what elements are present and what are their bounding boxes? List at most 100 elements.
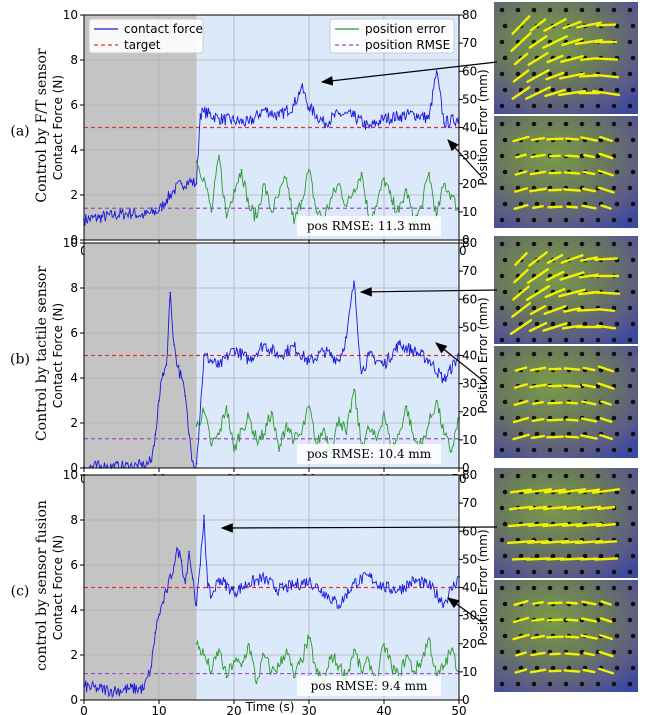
contact-force-point: [323, 591, 325, 593]
contact-force-point: [368, 354, 370, 357]
displacement-vector: [532, 401, 544, 405]
displacement-vector: [507, 522, 535, 528]
contact-force-point: [169, 291, 172, 294]
displacement-vector: [529, 187, 547, 193]
contact-force-point: [158, 209, 160, 212]
marker-dot: [531, 305, 537, 311]
y-right-tick-label: 20: [462, 177, 477, 191]
displacement-vector: [595, 23, 617, 27]
displacement-vector: [530, 434, 546, 440]
contact-force-point: [176, 548, 179, 551]
contact-force-point: [383, 586, 385, 589]
marker-dot: [611, 71, 617, 77]
marker-dot: [611, 7, 617, 13]
position-error-point: [398, 433, 400, 436]
marker-dot: [499, 447, 505, 453]
displacement-vector: [559, 557, 585, 561]
y-left-tick-label: 8: [70, 281, 78, 295]
position-error-point: [428, 422, 430, 424]
marker-dot: [499, 681, 505, 687]
displacement-vector: [576, 308, 602, 312]
marker-dot: [534, 321, 540, 327]
marker-dot: [547, 241, 553, 247]
marker-dot: [611, 617, 617, 623]
position-error-point: [443, 433, 445, 436]
contact-force-point: [383, 117, 385, 120]
marker-dot: [579, 681, 585, 687]
displacement-vector: [526, 69, 550, 83]
marker-dot: [579, 473, 585, 479]
legend-label-target: target: [124, 38, 161, 52]
marker-dot: [630, 87, 636, 93]
position-error-point: [398, 211, 400, 213]
marker-dot: [547, 305, 553, 311]
displacement-vector: [599, 433, 613, 441]
contact-force-point: [278, 588, 280, 591]
marker-dot: [614, 601, 620, 607]
displacement-vector: [542, 505, 568, 511]
contact-force-point: [173, 189, 175, 192]
rmse-box: [297, 676, 441, 696]
marker-dot: [515, 241, 521, 247]
position-error-point: [360, 171, 363, 174]
contact-force-point: [413, 579, 415, 582]
contact-force-point: [158, 613, 160, 616]
annotation-arrow: [435, 342, 487, 384]
displacement-vector: [529, 170, 547, 176]
y-right-tick-label: 60: [462, 524, 477, 538]
contact-force-point: [383, 363, 385, 366]
marker-dot: [627, 273, 633, 279]
marker-dot: [502, 489, 508, 495]
x-tick-label: 10: [151, 704, 166, 715]
y-right-tick-label: 30: [462, 149, 477, 163]
displacement-vector: [581, 600, 597, 606]
contact-force-point: [203, 354, 205, 357]
marker-dot: [547, 121, 553, 127]
marker-dot: [502, 289, 508, 295]
displacement-vector: [577, 488, 601, 494]
marker-dot: [563, 7, 569, 13]
marker-dot: [630, 201, 636, 207]
contact-force-point: [248, 359, 250, 361]
displacement-vector: [532, 601, 544, 605]
marker-dot: [518, 431, 524, 437]
contact-force-point: [368, 575, 370, 578]
y-right-tick-label: 80: [462, 8, 477, 22]
marker-dot: [515, 71, 521, 77]
marker-dot: [630, 321, 636, 327]
position-error-point: [210, 671, 213, 673]
marker-dot: [550, 87, 556, 93]
marker-dot: [563, 337, 569, 343]
position-error-point: [218, 154, 220, 157]
marker-dot: [595, 681, 601, 687]
contact-force-point: [293, 104, 295, 106]
contact-force-point: [278, 354, 280, 357]
rmse-label: pos RMSE: 11.3 mm: [307, 219, 432, 233]
marker-dot: [630, 367, 636, 373]
contact-force-point: [158, 399, 160, 402]
marker-dot: [579, 351, 585, 357]
rmse-box: [297, 216, 441, 236]
position-error-point: [300, 199, 303, 202]
displacement-vector: [545, 270, 565, 282]
contact-force-point: [165, 198, 168, 201]
position-error-point: [405, 654, 408, 656]
displacement-vector: [528, 35, 548, 49]
contact-force-point: [173, 564, 175, 566]
displacement-vector: [561, 522, 583, 528]
marker-dot: [515, 585, 521, 591]
displacement-vector: [511, 86, 531, 100]
displacement-vector: [581, 400, 597, 406]
marker-dot: [531, 585, 537, 591]
contact-force-point: [323, 350, 325, 352]
contact-force-point: [338, 604, 340, 607]
x-axis-label: Time (s): [245, 700, 295, 714]
annotation-arrow: [447, 139, 481, 176]
marker-dot: [595, 121, 601, 127]
marker-dot: [499, 569, 505, 575]
marker-dot: [515, 337, 521, 343]
position-error-point: [383, 410, 385, 413]
marker-dot: [611, 351, 617, 357]
position-error-point: [285, 422, 288, 424]
marker-dot: [630, 55, 636, 61]
